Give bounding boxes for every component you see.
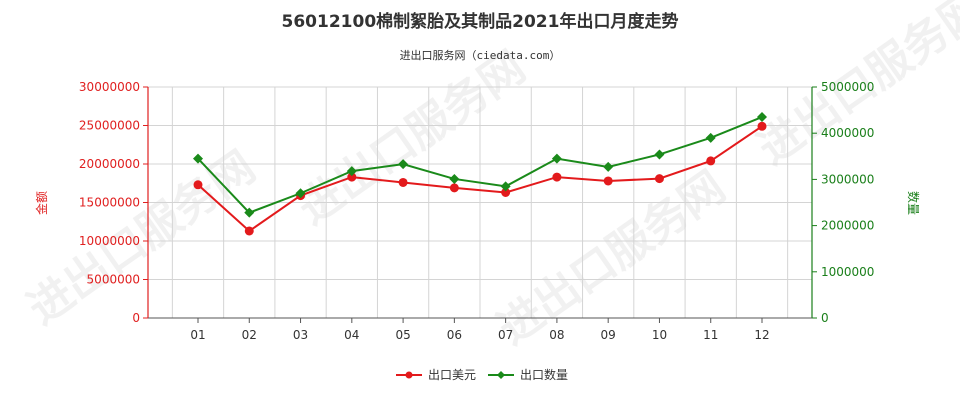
x-tick-label: 02: [242, 328, 257, 342]
y-left-tick-label: 15000000: [79, 196, 140, 210]
data-point-usd: [706, 156, 716, 166]
ticks: 0500000010000000150000002000000025000000…: [79, 80, 875, 342]
legend: 出口美元 出口数量: [396, 367, 568, 382]
legend-marker-2: [497, 371, 505, 379]
data-point-usd: [193, 180, 203, 190]
data-point-usd: [449, 183, 459, 193]
data-point-quantity: [346, 166, 357, 177]
x-tick-label: 08: [549, 328, 564, 342]
x-tick-label: 11: [703, 328, 718, 342]
y-left-tick-label: 30000000: [79, 80, 140, 94]
y-axis-left-title: 金额: [34, 191, 49, 215]
series-line-1: [197, 125, 763, 233]
y-left-tick-label: 0: [132, 311, 140, 325]
y-right-tick-label: 5000000: [821, 80, 874, 94]
y-right-tick-label: 4000000: [821, 126, 874, 140]
x-tick-label: 04: [344, 328, 359, 342]
x-tick-label: 12: [754, 328, 769, 342]
data-point-quantity: [398, 159, 409, 170]
watermark-text: 进出口服务网: [19, 142, 265, 335]
x-tick-label: 06: [447, 328, 462, 342]
chart-subtitle: 进出口服务网（ciedata.com）: [400, 48, 561, 62]
y-right-tick-label: 1000000: [821, 265, 874, 279]
data-point-quantity: [603, 161, 614, 172]
data-point-quantity: [295, 188, 306, 199]
data-point-quantity: [757, 112, 767, 123]
y-axis-right-title: 数量: [906, 191, 921, 215]
data-point-quantity: [654, 149, 665, 160]
x-tick-label: 09: [601, 328, 616, 342]
y-right-tick-label: 2000000: [821, 219, 874, 233]
y-left-tick-label: 5000000: [87, 273, 140, 287]
data-point-usd: [398, 177, 408, 187]
y-right-tick-label: 0: [821, 311, 829, 325]
data-point-quantity: [449, 173, 460, 184]
data-point-usd: [603, 176, 613, 186]
x-tick-label: 10: [652, 328, 667, 342]
data-point-usd: [347, 172, 357, 182]
legend-label-1: 出口美元: [428, 368, 476, 382]
series-line-2: [197, 116, 763, 214]
data-point-usd: [757, 121, 767, 131]
data-point-usd: [552, 172, 562, 182]
chart-title: 56012100棉制絮胎及其制品2021年出口月度走势: [282, 11, 679, 32]
data-point-usd: [501, 187, 511, 197]
y-left-tick-label: 25000000: [79, 119, 140, 133]
grid: [148, 86, 813, 319]
series: [193, 112, 767, 236]
y-right-tick-label: 3000000: [821, 172, 874, 186]
data-point-quantity: [244, 207, 255, 218]
x-tick-label: 03: [293, 328, 308, 342]
x-tick-label: 07: [498, 328, 513, 342]
data-point-usd: [654, 174, 664, 184]
data-point-quantity: [551, 153, 562, 164]
y-left-tick-label: 10000000: [79, 234, 140, 248]
x-tick-label: 05: [395, 328, 410, 342]
legend-label-2: 出口数量: [520, 367, 568, 382]
legend-marker-1: [405, 371, 413, 379]
data-point-quantity: [500, 181, 511, 192]
y-left-tick-label: 20000000: [79, 157, 140, 171]
x-tick-label: 01: [190, 328, 205, 342]
data-point-quantity: [193, 153, 203, 164]
data-point-usd: [244, 226, 254, 236]
watermark-text: 进出口服务网: [489, 162, 735, 355]
data-point-quantity: [705, 132, 716, 143]
